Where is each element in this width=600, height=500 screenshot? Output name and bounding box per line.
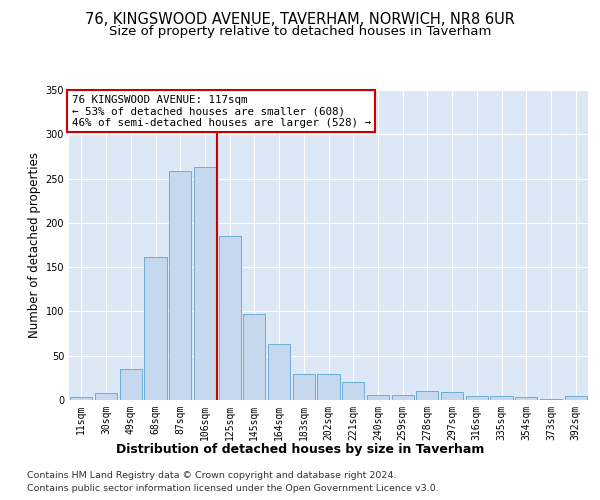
Bar: [540, 399, 562, 400]
Text: 76, KINGSWOOD AVENUE, TAVERHAM, NORWICH, NR8 6UR: 76, KINGSWOOD AVENUE, TAVERHAM, NORWICH,…: [85, 12, 515, 28]
Bar: [466, 396, 488, 400]
Text: Size of property relative to detached houses in Taverham: Size of property relative to detached ho…: [109, 25, 491, 38]
Bar: [95, 393, 117, 400]
Bar: [392, 394, 414, 400]
Bar: [119, 369, 142, 400]
Bar: [169, 172, 191, 400]
Bar: [416, 391, 439, 400]
Bar: [70, 398, 92, 400]
Y-axis label: Number of detached properties: Number of detached properties: [28, 152, 41, 338]
Bar: [243, 314, 265, 400]
Bar: [145, 258, 167, 400]
Bar: [342, 382, 364, 400]
Bar: [565, 396, 587, 400]
Text: Distribution of detached houses by size in Taverham: Distribution of detached houses by size …: [116, 442, 484, 456]
Bar: [441, 392, 463, 400]
Bar: [293, 374, 315, 400]
Bar: [317, 374, 340, 400]
Bar: [490, 396, 512, 400]
Bar: [268, 344, 290, 400]
Bar: [194, 167, 216, 400]
Bar: [218, 236, 241, 400]
Text: Contains HM Land Registry data © Crown copyright and database right 2024.: Contains HM Land Registry data © Crown c…: [27, 471, 397, 480]
Bar: [367, 394, 389, 400]
Text: 76 KINGSWOOD AVENUE: 117sqm
← 53% of detached houses are smaller (608)
46% of se: 76 KINGSWOOD AVENUE: 117sqm ← 53% of det…: [71, 94, 371, 128]
Text: Contains public sector information licensed under the Open Government Licence v3: Contains public sector information licen…: [27, 484, 439, 493]
Bar: [515, 398, 538, 400]
